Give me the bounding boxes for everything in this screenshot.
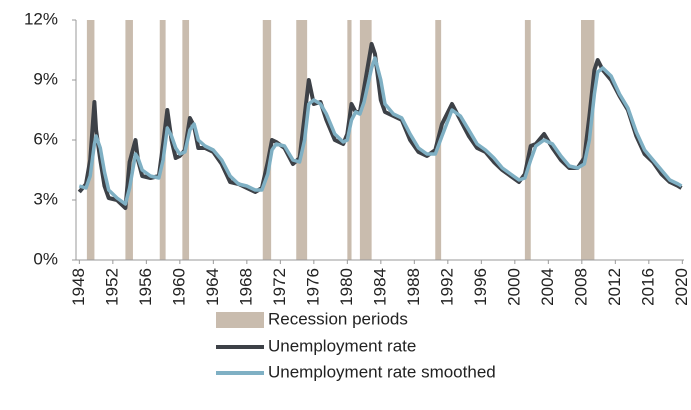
y-tick-label: 9% xyxy=(33,69,58,88)
recession-band xyxy=(524,20,531,260)
y-tick-label: 3% xyxy=(33,189,58,208)
x-tick-label: 2012 xyxy=(605,268,624,306)
x-tick-label: 1972 xyxy=(270,268,289,306)
x-tick-label: 2000 xyxy=(504,268,523,306)
x-tick-label: 1980 xyxy=(337,268,356,306)
recession-band xyxy=(347,20,352,260)
x-tick-label: 1992 xyxy=(437,268,456,306)
recession-band xyxy=(125,20,133,260)
x-tick-label: 2004 xyxy=(538,268,557,306)
series-line xyxy=(78,56,683,206)
x-tick-label: 1964 xyxy=(203,268,222,306)
x-tick-label: 1952 xyxy=(102,268,121,306)
legend-label: Unemployment rate smoothed xyxy=(268,362,496,381)
legend-label: Recession periods xyxy=(268,309,408,328)
y-tick-label: 12% xyxy=(24,9,58,28)
x-tick-label: 1960 xyxy=(169,268,188,306)
x-tick-label: 1984 xyxy=(370,268,389,306)
x-tick-label: 1968 xyxy=(236,268,255,306)
recession-band xyxy=(359,20,372,260)
x-tick-label: 2020 xyxy=(672,268,691,306)
x-tick-label: 1988 xyxy=(404,268,423,306)
y-tick-label: 6% xyxy=(33,129,58,148)
x-tick-label: 2016 xyxy=(638,268,657,306)
y-tick-label: 0% xyxy=(33,249,58,268)
x-tick-label: 1976 xyxy=(303,268,322,306)
recession-band xyxy=(262,20,272,260)
x-tick-label: 2008 xyxy=(571,268,590,306)
legend-swatch xyxy=(216,312,264,328)
x-tick-label: 1948 xyxy=(69,268,88,306)
x-tick-label: 1996 xyxy=(471,268,490,306)
x-tick-label: 1956 xyxy=(136,268,155,306)
legend-label: Unemployment rate xyxy=(268,336,416,355)
